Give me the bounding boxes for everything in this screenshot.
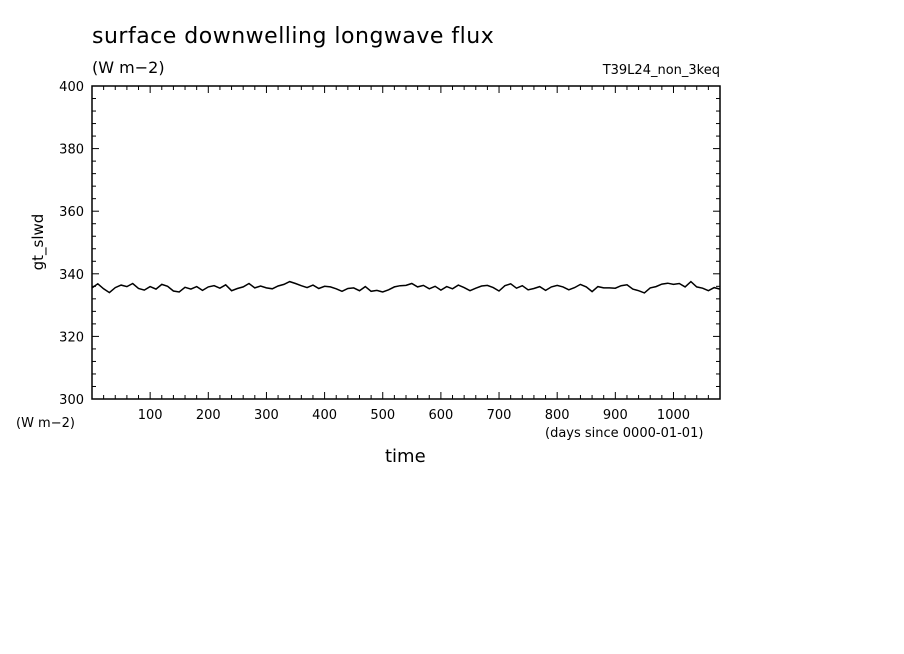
tick-labels: 100 200 300 400 500 600 700 800 900 1000 300 320 340… xyxy=(59,80,690,423)
series-line xyxy=(91,280,721,294)
x-tick-label: 700 xyxy=(487,408,512,423)
y-axis-units: (W m−2) xyxy=(16,416,75,431)
y-tick-label: 300 xyxy=(59,393,84,408)
x-tick-label: 200 xyxy=(196,408,221,423)
y-tick-label: 360 xyxy=(59,205,84,220)
y-tick-label: 380 xyxy=(59,143,84,158)
chart-units: (W m−2) xyxy=(92,58,165,77)
y-tick-label: 320 xyxy=(59,330,84,345)
run-label: T39L24_non_3keq xyxy=(602,63,720,78)
x-tick-label: 400 xyxy=(312,408,337,423)
x-axis-units: (days since 0000-01-01) xyxy=(545,426,704,441)
x-tick-label: 100 xyxy=(138,408,163,423)
y-tick-label: 400 xyxy=(59,80,84,95)
x-tick-label: 900 xyxy=(603,408,628,423)
x-tick-label: 500 xyxy=(370,408,395,423)
chart-title: surface downwelling longwave flux xyxy=(92,24,495,49)
x-axis-label: time xyxy=(385,446,426,467)
x-tick-label: 300 xyxy=(254,408,279,423)
x-tick-label: 800 xyxy=(545,408,570,423)
plot-frame xyxy=(91,85,721,400)
axis-ticks xyxy=(91,85,721,400)
x-tick-label: 1000 xyxy=(657,408,690,423)
x-tick-label: 600 xyxy=(428,408,453,423)
y-tick-label: 340 xyxy=(59,268,84,283)
